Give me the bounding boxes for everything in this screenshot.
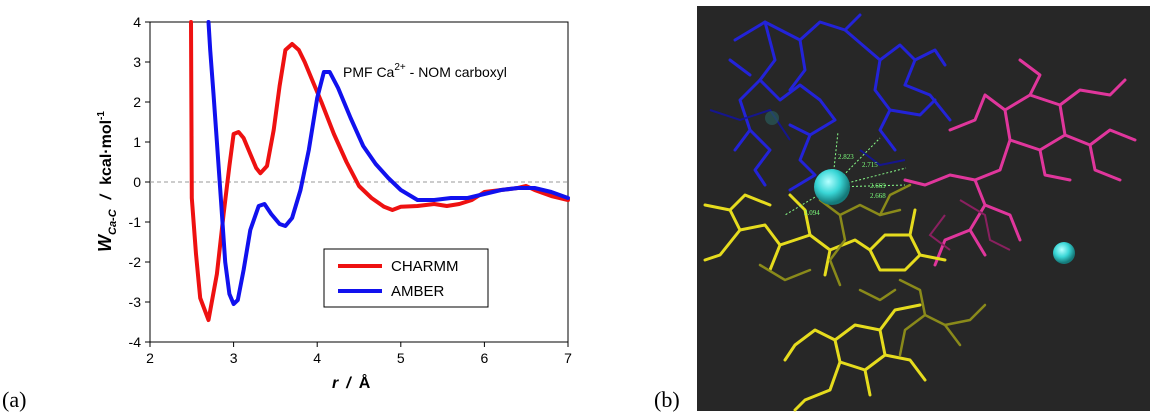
y-axis-title: WCa-C/kcal·mol-1 (95, 111, 119, 252)
y-tick-label: 1 (133, 134, 141, 150)
blue-molecule-shadow (709, 108, 906, 167)
chart-title: PMF Ca2+ - NOM carboxyl (343, 62, 507, 80)
legend-label-charmm: CHARMM (391, 258, 459, 275)
series-lines (189, 20, 570, 322)
y-tick-label: 0 (133, 174, 141, 190)
legend: CHARMM AMBER (323, 248, 489, 308)
calcium-ion-secondary (1053, 242, 1075, 264)
x-axis-ticks: 2 3 4 5 6 7 (146, 342, 572, 366)
distance-label-1: 2.823 (838, 153, 854, 161)
y-tick-label: -2 (129, 254, 142, 270)
y-axis-ticks: -4 -3 -2 -1 0 1 2 3 4 (129, 14, 150, 350)
x-tick-label: 2 (146, 350, 154, 366)
y-tick-label: -3 (129, 294, 142, 310)
olive-molecule (758, 183, 987, 357)
series-line-amber (206, 20, 570, 306)
panel-label-b: (b) (654, 387, 680, 412)
distance-label-4: 2.668 (870, 192, 886, 200)
legend-box (323, 248, 489, 308)
legend-label-amber: AMBER (391, 283, 445, 300)
distance-label-3: 2.669 (870, 182, 886, 190)
x-tick-label: 6 (481, 350, 489, 366)
blue-molecule (728, 13, 952, 192)
y-tick-label: 3 (133, 54, 141, 70)
molecular-structure-image: 2.823 2.715 2.669 2.668 3.094 (697, 6, 1150, 412)
pmf-chart: 2 3 4 5 6 7 -4 -3 -2 -1 0 1 2 3 4 PMF Ca2+ - NOM carb… (95, 14, 572, 392)
distance-labels: 2.823 2.715 2.669 2.668 3.094 (804, 153, 886, 217)
x-tick-label: 7 (564, 350, 572, 366)
x-tick-label: 4 (313, 350, 321, 366)
distance-label-5: 3.094 (804, 209, 820, 217)
y-tick-label: 2 (133, 94, 141, 110)
series-line-charmm (189, 20, 570, 322)
y-tick-label: -4 (129, 334, 142, 350)
calcium-ion-background (765, 111, 779, 125)
x-tick-label: 3 (230, 350, 238, 366)
distance-label-2: 2.715 (862, 161, 878, 169)
x-tick-label: 5 (397, 350, 405, 366)
x-axis-title: r / Å (332, 373, 371, 392)
y-tick-label: 4 (133, 14, 141, 30)
magenta-molecule-shadow (928, 199, 1011, 251)
panel-label-a: (a) (2, 387, 26, 412)
yellow-molecule (703, 193, 947, 412)
calcium-ion-primary (814, 169, 850, 205)
molecule-background (697, 6, 1150, 411)
y-tick-label: -1 (129, 214, 142, 230)
magenta-molecule (903, 58, 1137, 267)
